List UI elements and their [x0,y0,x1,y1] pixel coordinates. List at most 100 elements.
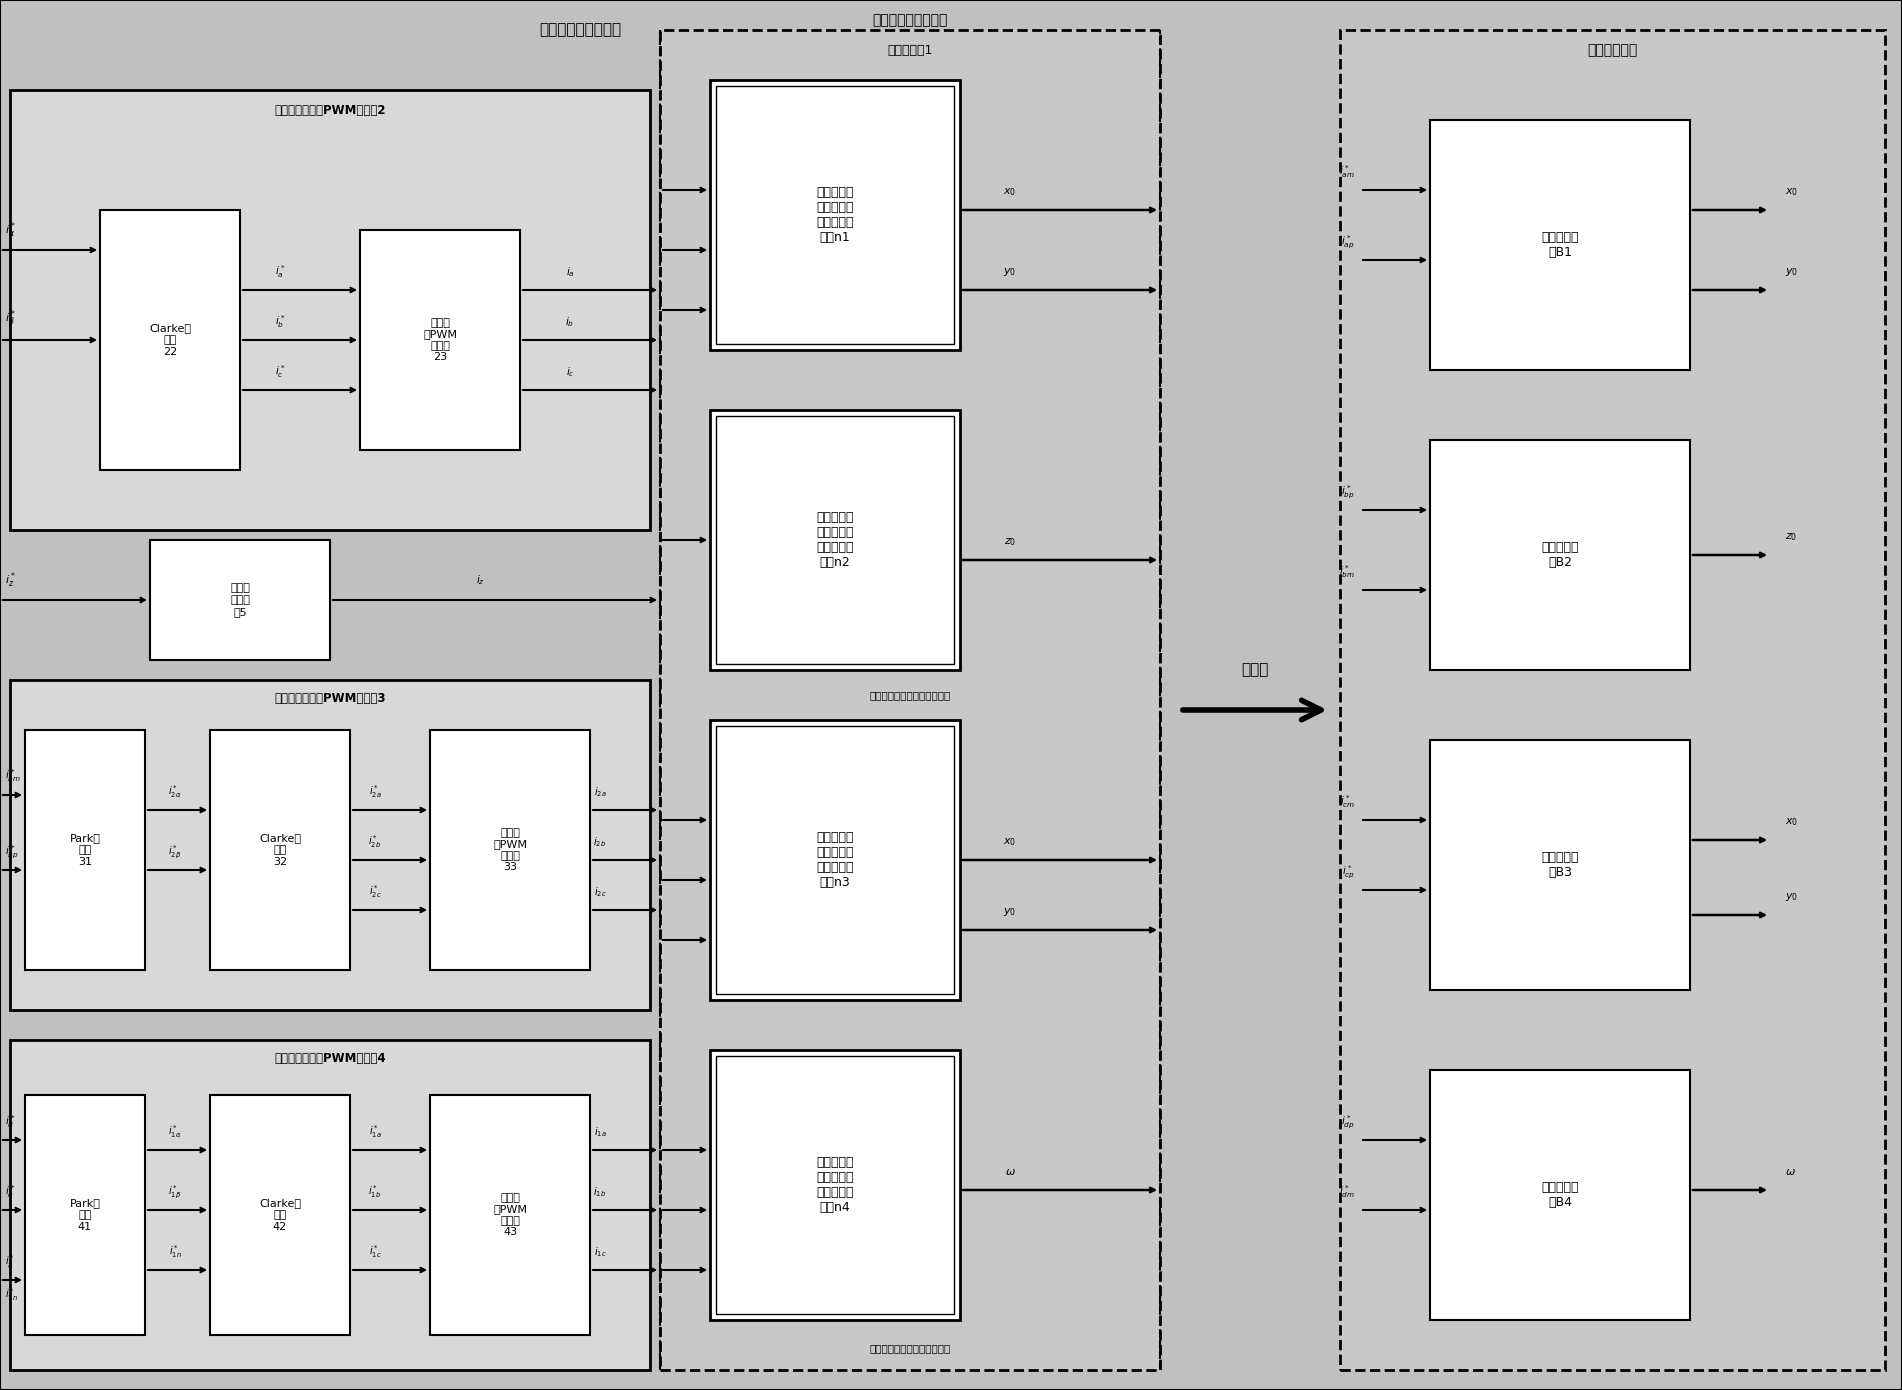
Text: $i_{cp}^*$: $i_{cp}^*$ [1341,863,1354,881]
Bar [1430,1070,1691,1320]
Text: $i_{2b}^*$: $i_{2b}^*$ [369,834,382,851]
Text: $y_0$: $y_0$ [1004,265,1018,278]
Text: $i_{1n}^*$: $i_{1n}^*$ [6,1287,17,1304]
Text: 三自由度无
轴承磁阻电
机磁悬浮力
系统n1: 三自由度无 轴承磁阻电 机磁悬浮力 系统n1 [816,186,854,245]
Bar [1430,120,1691,370]
Bar [10,1040,650,1371]
Bar [660,31,1160,1371]
Text: $i_{2b}$: $i_{2b}$ [593,835,607,849]
Text: $i_z^*$: $i_z^*$ [6,1254,15,1270]
Text: $i_z$: $i_z$ [476,573,485,587]
Text: $\omega$: $\omega$ [1004,1168,1016,1177]
Text: $i_{2\alpha}^*$: $i_{2\alpha}^*$ [167,784,183,801]
Text: $i_\alpha^*$: $i_\alpha^*$ [6,220,15,240]
Text: $i_{2c}^*$: $i_{2c}^*$ [369,884,380,901]
Text: Park逆
变换
31: Park逆 变换 31 [70,834,101,866]
Bar [715,416,955,664]
Text: $i_{1c}^*$: $i_{1c}^*$ [369,1244,380,1261]
Text: $x_0$: $x_0$ [1004,186,1018,197]
Bar [430,1095,590,1334]
Bar [709,410,961,670]
Text: $i_{1c}$: $i_{1c}$ [593,1245,607,1259]
Text: $i_{1b}^*$: $i_{1b}^*$ [369,1184,382,1201]
Text: 等效为: 等效为 [1242,663,1269,677]
Bar [709,720,961,999]
Text: $y_0$: $y_0$ [1784,265,1797,278]
Text: $i_{dm}^*$: $i_{dm}^*$ [1339,1184,1354,1201]
Text: $i_{ap}^*$: $i_{ap}^*$ [1341,234,1354,250]
Text: $y_0$: $y_0$ [1784,891,1797,904]
Text: 电流滞
环PWM
逆变器
33: 电流滞 环PWM 逆变器 33 [493,827,527,873]
Text: 斩波功
率放大
器5: 斩波功 率放大 器5 [230,584,249,617]
Bar [715,1056,955,1314]
Text: $i_{2c}$: $i_{2c}$ [593,885,607,899]
Text: $i_c^*$: $i_c^*$ [274,364,285,381]
Text: 复合逆控制
器B4: 复合逆控制 器B4 [1541,1182,1579,1209]
Bar [101,210,240,470]
Text: $i_{bp}^*$: $i_{bp}^*$ [6,844,19,860]
Text: $i_c$: $i_c$ [565,366,574,379]
Text: $x_0$: $x_0$ [1784,186,1797,197]
Bar [709,81,961,350]
Text: $y_0$: $y_0$ [1004,906,1018,917]
Text: Clarke逆
变换
42: Clarke逆 变换 42 [259,1198,301,1232]
Text: $i_b^*$: $i_b^*$ [274,314,285,331]
Text: 多相整流器1: 多相整流器1 [888,43,932,57]
Text: $i_{bm}^*$: $i_{bm}^*$ [6,767,21,784]
Bar [25,1095,145,1334]
Bar [25,730,145,970]
Text: $i_\beta^*$: $i_\beta^*$ [6,309,15,331]
Text: 复合逆控制器: 复合逆控制器 [1588,43,1638,57]
Text: $i_{1a}^*$: $i_{1a}^*$ [369,1123,382,1140]
Text: $i_a^*$: $i_a^*$ [274,264,285,281]
Bar [10,680,650,1011]
Text: $i_{1a}$: $i_{1a}$ [593,1125,607,1138]
Text: $i_{1\beta}^*$: $i_{1\beta}^*$ [169,1183,181,1201]
Text: $i_{1n}^*$: $i_{1n}^*$ [169,1244,181,1261]
Text: 扩展的电流滞环PWM逆变器4: 扩展的电流滞环PWM逆变器4 [274,1051,386,1065]
Text: 复合逆控制
器B2: 复合逆控制 器B2 [1541,541,1579,569]
Text: Clarke逆
变换
22: Clarke逆 变换 22 [148,324,190,357]
Text: Park逆
变换
41: Park逆 变换 41 [70,1198,101,1232]
Bar [359,229,519,450]
Bar [709,1049,961,1320]
Text: 三自由度无
轴承磁阻电
机磁悬浮力
系统n2: 三自由度无 轴承磁阻电 机磁悬浮力 系统n2 [816,512,854,569]
Text: 二自由度无
轴承磁阻电
机磁悬浮力
系统n3: 二自由度无 轴承磁阻电 机磁悬浮力 系统n3 [816,831,854,890]
Bar [1430,739,1691,990]
Text: $i_a$: $i_a$ [565,265,574,279]
Bar [715,86,955,343]
Text: 三自由度无轴承磁阻电机系统: 三自由度无轴承磁阻电机系统 [869,689,951,701]
Text: 扩展的电流滞环PWM逆变器2: 扩展的电流滞环PWM逆变器2 [274,103,386,117]
Text: 五自由度无轴承同步: 五自由度无轴承同步 [873,13,947,26]
Bar [1341,31,1885,1371]
Text: $z_0$: $z_0$ [1004,537,1016,548]
Text: $i_d^*$: $i_d^*$ [6,1113,15,1130]
Text: $x_0$: $x_0$ [1004,837,1018,848]
Text: $i_{bm}^*$: $i_{bm}^*$ [1339,563,1354,581]
Text: $i_{1b}$: $i_{1b}$ [593,1186,607,1200]
Bar [1430,441,1691,670]
Text: $i_{cm}^*$: $i_{cm}^*$ [1339,794,1354,810]
Text: 二自由度无轴承磁阻电机系统: 二自由度无轴承磁阻电机系统 [869,1343,951,1352]
Text: $i_{2a}$: $i_{2a}$ [593,785,607,799]
Bar [715,726,955,994]
Text: 扩展的电流滞环PWM逆变器3: 扩展的电流滞环PWM逆变器3 [274,691,386,705]
Text: $z_0$: $z_0$ [1784,531,1797,543]
Text: $i_{2\beta}^*$: $i_{2\beta}^*$ [169,844,181,860]
Bar [430,730,590,970]
Bar [150,539,331,660]
Text: $i_{bp}^*$: $i_{bp}^*$ [1341,484,1354,500]
Text: 五自由度无轴承同步: 五自由度无轴承同步 [538,22,622,38]
Text: Clarke逆
变换
32: Clarke逆 变换 32 [259,834,301,866]
Text: $i_{1\alpha}^*$: $i_{1\alpha}^*$ [167,1123,183,1140]
Text: 复合逆控制
器B1: 复合逆控制 器B1 [1541,231,1579,259]
Text: 二自由度无
轴承磁阻电
机磁悬浮力
系统n4: 二自由度无 轴承磁阻电 机磁悬浮力 系统n4 [816,1156,854,1213]
Text: 电流滞
环PWM
逆变器
23: 电流滞 环PWM 逆变器 23 [422,317,456,363]
Text: $i_{dp}^*$: $i_{dp}^*$ [1341,1113,1354,1130]
Bar [209,1095,350,1334]
Text: $i_b$: $i_b$ [565,316,574,329]
Text: 复合逆控制
器B3: 复合逆控制 器B3 [1541,851,1579,878]
Text: $i_{2a}^*$: $i_{2a}^*$ [369,784,382,801]
Bar [209,730,350,970]
Text: $i_{am}^*$: $i_{am}^*$ [1339,164,1354,181]
